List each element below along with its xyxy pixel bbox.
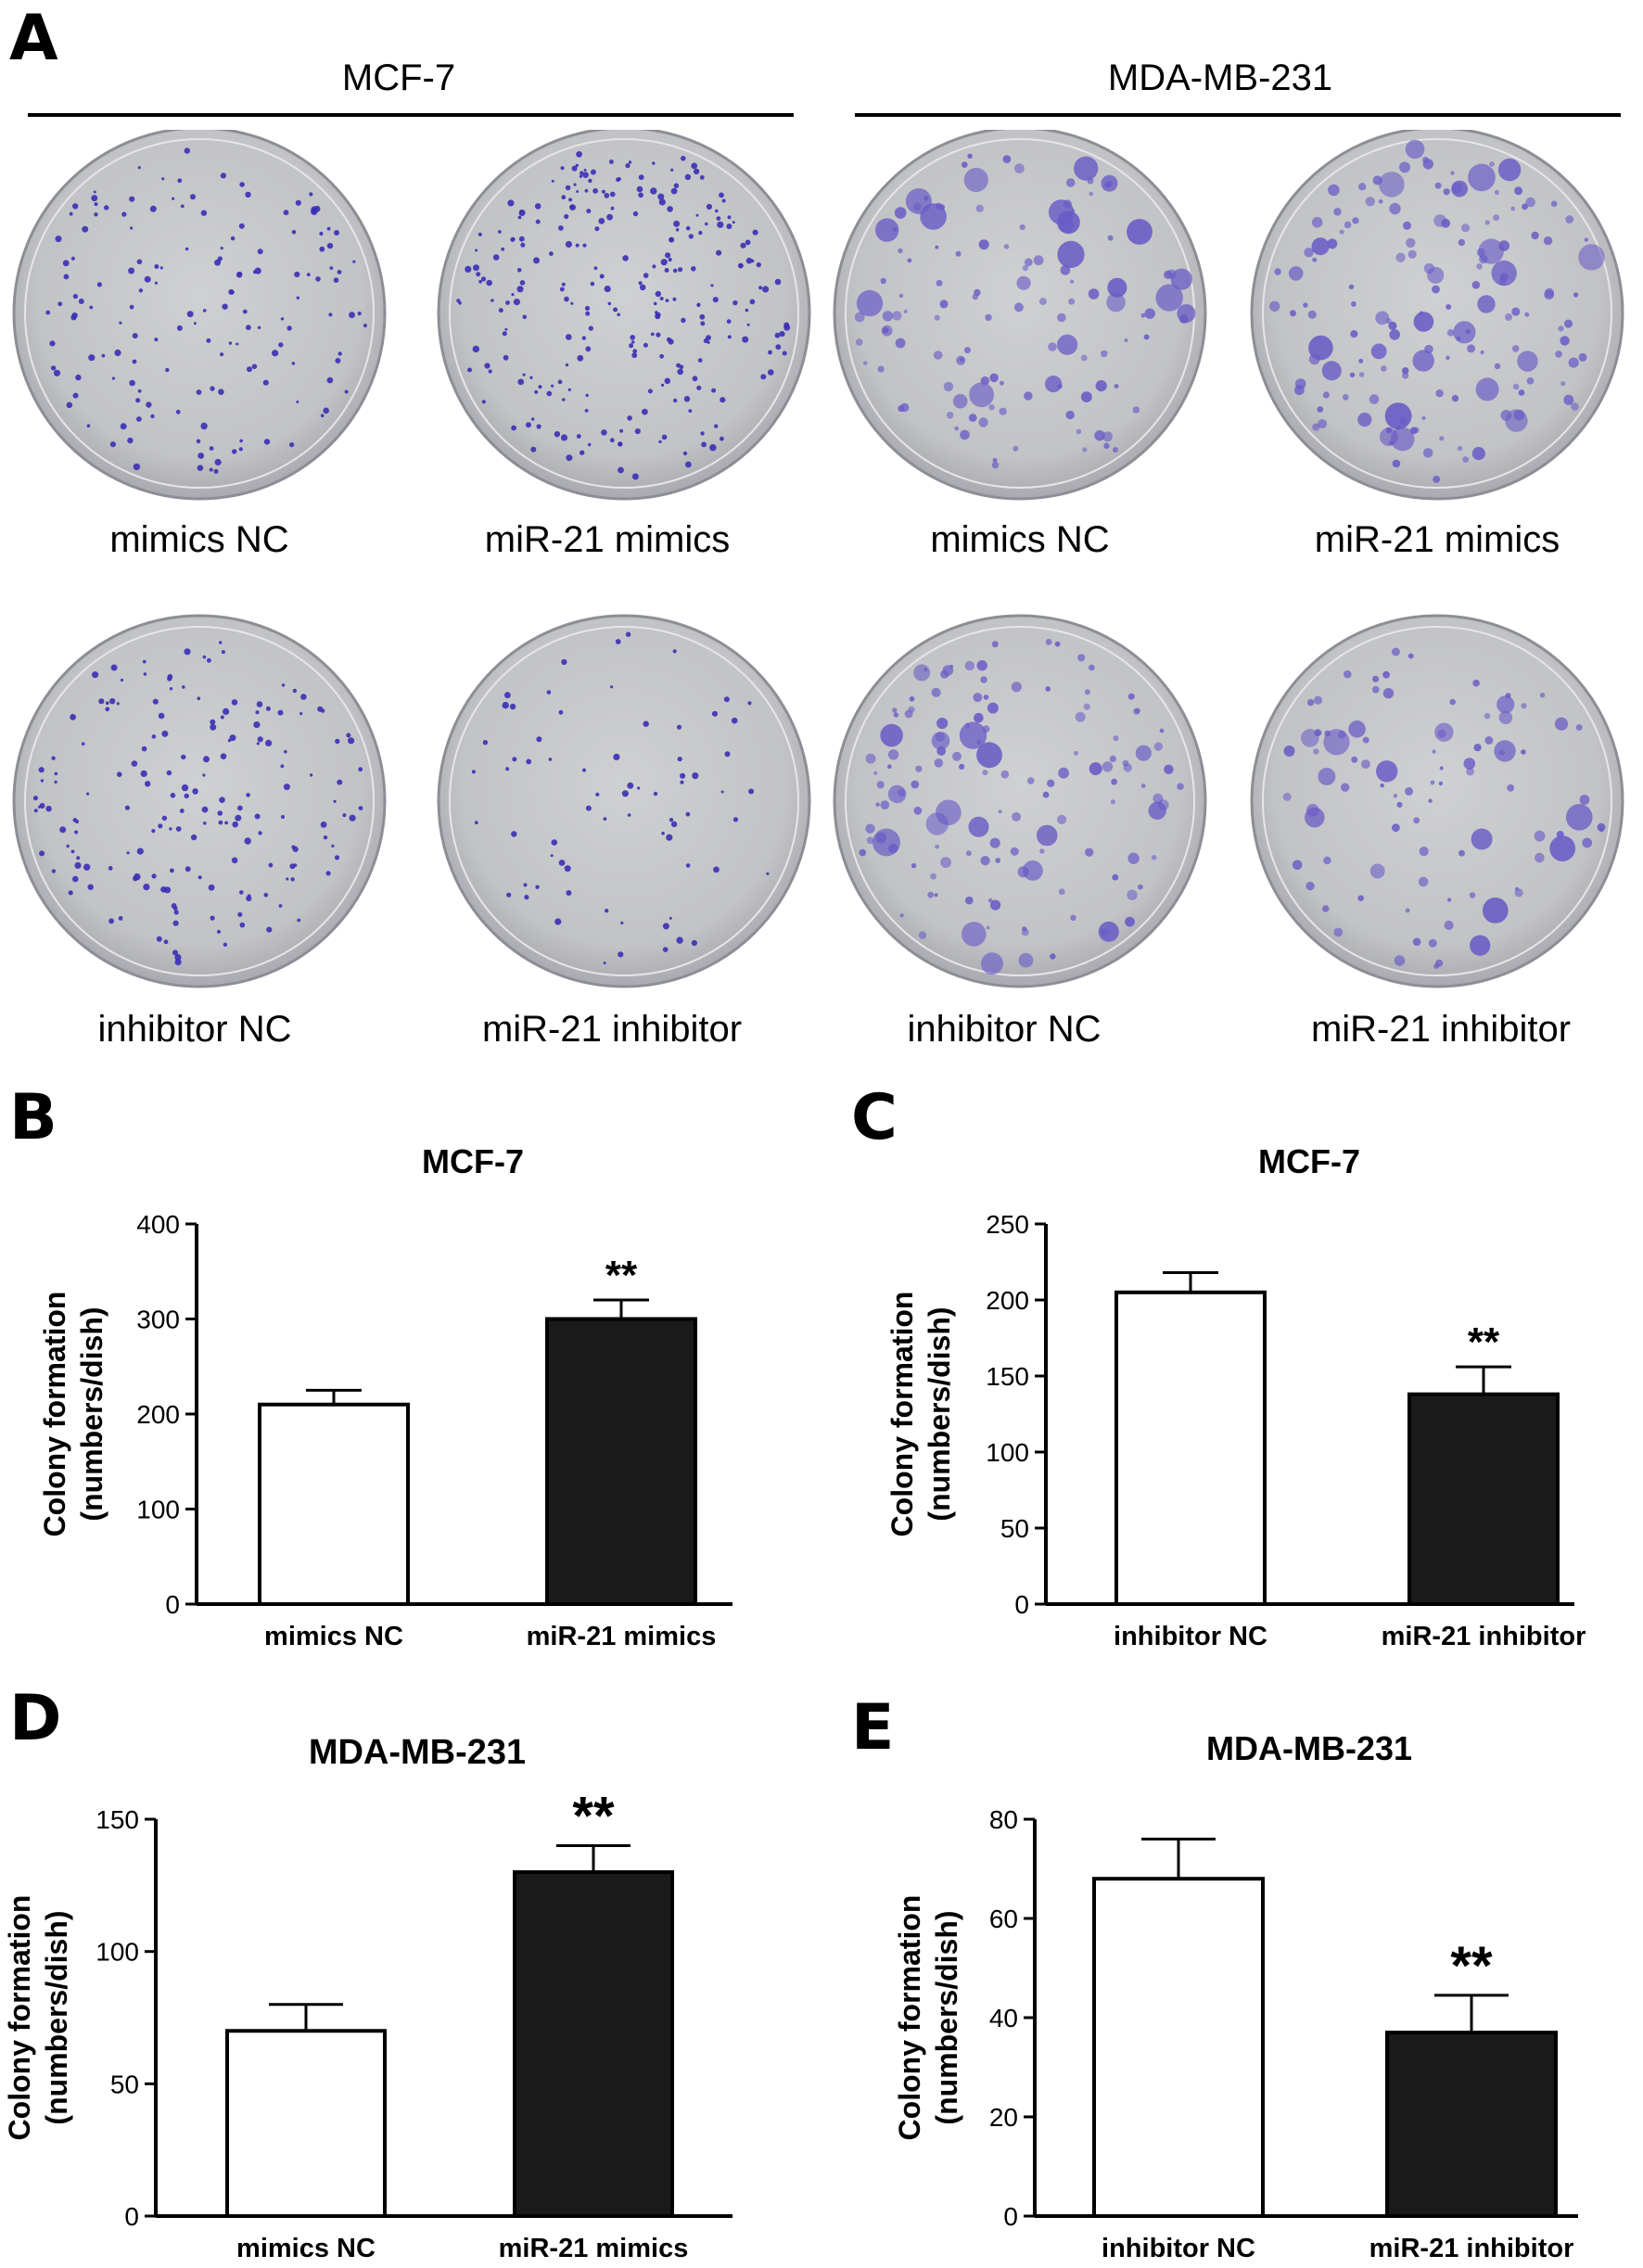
dish-label-mda-mir21-inhibitor: miR-21 inhibitor [1310,1009,1572,1050]
y-tick-label: 40 [989,2004,1018,2032]
y-tick-label: 150 [96,1805,139,1834]
colony-dish [437,130,811,501]
dish-label-mda-mir21-mimics: miR-21 mimics [1314,519,1560,560]
colony-dish [12,130,387,501]
significance-marker: ** [1450,1936,1493,1996]
bar [513,1870,674,2218]
y-axis-label-units: (numbers/dish) [75,1306,108,1521]
y-tick-label: 50 [110,2070,139,2098]
y-tick-label: 200 [136,1400,180,1429]
y-tick-label: 20 [989,2103,1018,2132]
y-tick-label: 80 [989,1805,1018,1834]
y-axis-label: Colony formation [893,1895,926,2141]
chart-title: MDA-MB-231 [1206,1729,1412,1767]
dish-label-mda-mimics-nc: mimics NC [930,519,1110,560]
bar [1092,1877,1265,2218]
colony-dish [1250,614,1624,988]
group-title-mda: MDA-MB-231 [1107,57,1333,98]
panel-letter-b: B [9,1081,57,1154]
dish-label-mcf7-inhibitor-nc: inhibitor NC [97,1009,292,1050]
bar [1114,1290,1267,1607]
colony-dish [12,614,387,988]
dish-label-mda-inhibitor-nc: inhibitor NC [907,1009,1102,1050]
bar [225,2029,387,2218]
significance-marker: ** [605,1253,638,1298]
y-axis-label: Colony formation [3,1895,36,2141]
x-category-label: miR-21 mimics [499,2234,689,2263]
chart-b: MCF-7 Colony formation (numbers/dish) 0 100 2… [38,1142,732,1651]
x-category-label: miR-21 inhibitor [1369,2234,1574,2263]
dish-label-mcf7-mir21-mimics: miR-21 mimics [484,519,731,560]
y-tick-label: 100 [96,1938,139,1967]
y-tick-label: 60 [989,1905,1018,1933]
x-category-label: mimics NC [264,1622,403,1651]
chart-title: MCF-7 [422,1142,524,1180]
y-tick-label: 150 [986,1362,1029,1391]
x-category-label: miR-21 mimics [527,1622,717,1651]
y-tick-label: 0 [124,2202,139,2231]
y-axis-label-units: (numbers/dish) [40,1910,73,2124]
colony-dish [833,614,1207,988]
y-axis-label-units: (numbers/dish) [930,1910,963,2124]
x-category-label: inhibitor NC [1102,2234,1255,2263]
panel-letter-d: D [9,1682,61,1755]
bar [545,1317,697,1606]
panel-letter-a: A [9,2,58,75]
chart-c: MCF-7 Colony formation (numbers/dish) 0 50 10… [885,1142,1586,1651]
y-tick-label: 200 [986,1286,1029,1315]
colony-dish [437,614,811,988]
y-tick-label: 300 [136,1306,180,1334]
panel-letter-c: C [851,1081,898,1154]
y-tick-label: 50 [1000,1514,1029,1543]
dish-label-mcf7-mimics-nc: mimics NC [109,519,289,560]
significance-marker: ** [1468,1319,1500,1365]
chart-d: MDA-MB-231 Colony formation (numbers/dish)… [3,1733,732,2263]
chart-title: MDA-MB-231 [309,1733,526,1772]
y-tick-label: 100 [986,1438,1029,1467]
panel-letter-e: E [851,1691,894,1765]
chart-title: MCF-7 [1258,1142,1360,1180]
x-category-label: inhibitor NC [1114,1622,1267,1651]
bar [1407,1392,1560,1606]
y-tick-label: 400 [136,1210,180,1239]
y-tick-label: 250 [986,1210,1029,1239]
y-tick-label: 0 [1003,2202,1018,2231]
significance-marker: ** [572,1787,615,1847]
y-tick-label: 100 [136,1496,180,1524]
x-category-label: miR-21 inhibitor [1382,1622,1586,1651]
y-tick-label: 0 [1014,1590,1029,1619]
colony-dishes [12,130,1624,988]
x-category-label: mimics NC [236,2234,376,2263]
group-underline-mda [855,113,1621,117]
y-axis-label: Colony formation [885,1292,919,1537]
bar [1385,2031,1558,2218]
y-axis-label: Colony formation [38,1292,71,1537]
colony-dish [1250,130,1624,501]
y-axis-label-units: (numbers/dish) [923,1306,956,1521]
bar [258,1402,410,1606]
chart-e: MDA-MB-231 Colony formation (numbers/dish)… [893,1729,1578,2263]
colony-dish [833,130,1207,501]
group-underline-mcf7 [28,113,794,117]
y-tick-label: 0 [165,1590,180,1619]
dish-label-mcf7-mir21-inhibitor: miR-21 inhibitor [481,1009,743,1050]
group-title-mcf7: MCF-7 [341,57,456,98]
